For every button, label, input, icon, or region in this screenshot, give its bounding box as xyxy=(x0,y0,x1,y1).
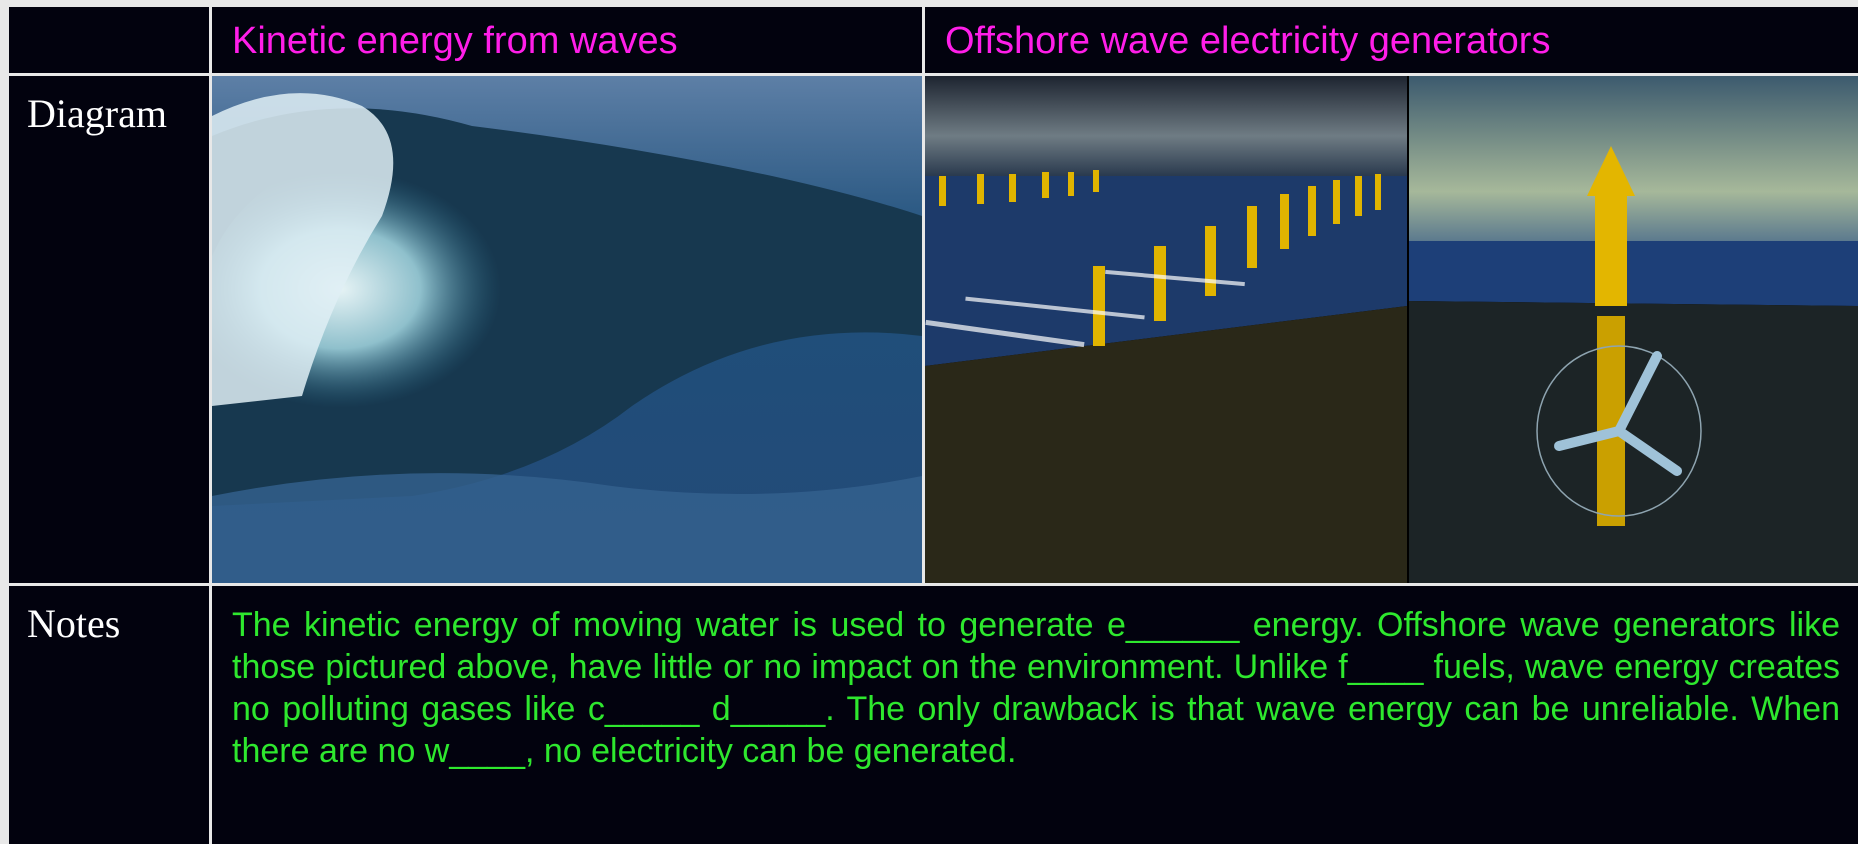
header-cell: Offshore wave electricity generators xyxy=(925,7,1858,73)
header-cell: Kinetic energy from waves xyxy=(212,7,922,73)
corner-cell xyxy=(9,7,209,73)
generators-image xyxy=(925,76,1407,583)
notes-text: The kinetic energy of moving water is us… xyxy=(212,586,1858,844)
wave-image xyxy=(212,76,922,583)
slide: Kinetic energy from waves Offshore wave … xyxy=(0,0,1858,844)
row-label: Notes xyxy=(9,586,209,844)
border xyxy=(0,0,1858,7)
row-label: Diagram xyxy=(9,76,209,583)
generator-image xyxy=(1409,76,1858,583)
border xyxy=(0,0,9,844)
